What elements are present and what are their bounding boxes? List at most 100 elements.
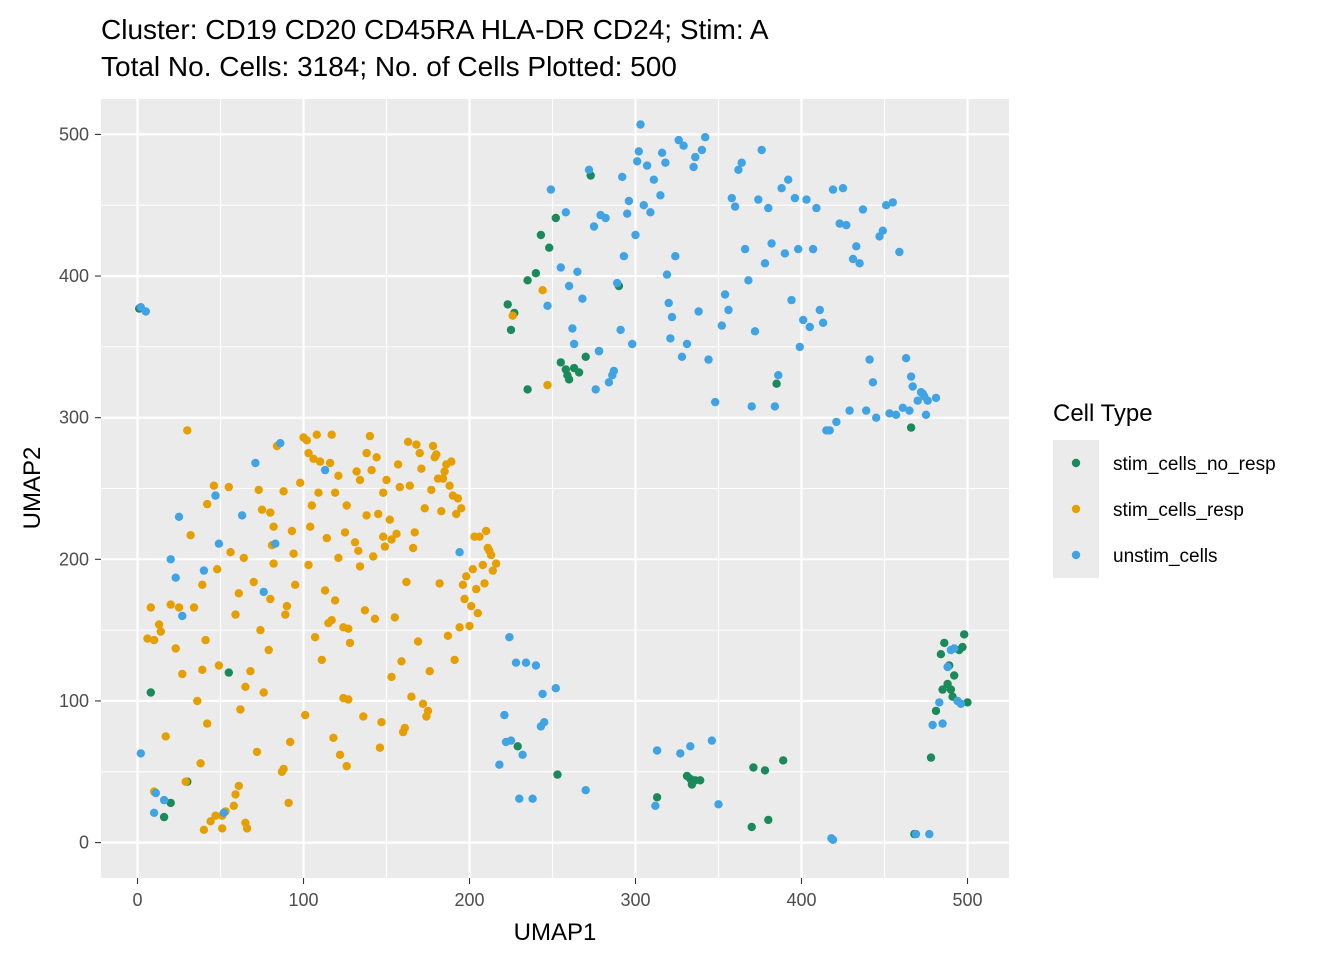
data-point	[511, 658, 521, 667]
legend: Cell Type stim_cells_no_resp stim_cells_r…	[1053, 400, 1276, 578]
data-point	[342, 761, 351, 771]
data-point	[639, 201, 648, 210]
data-point	[374, 509, 383, 519]
data-point	[578, 294, 587, 303]
data-point	[734, 165, 743, 174]
data-point	[679, 141, 688, 150]
data-point	[211, 491, 220, 500]
axis-ticks	[95, 133, 969, 884]
data-point	[794, 244, 803, 254]
data-point	[676, 749, 685, 758]
data-point	[491, 559, 501, 568]
data-point	[657, 148, 667, 157]
data-point	[198, 580, 207, 589]
data-point	[707, 736, 717, 745]
data-point	[159, 812, 169, 822]
data-point	[540, 718, 549, 727]
data-point	[269, 522, 278, 531]
data-point	[413, 637, 423, 646]
data-point	[166, 555, 175, 564]
data-point	[174, 603, 184, 612]
data-point	[787, 295, 796, 305]
data-point	[266, 508, 275, 517]
data-point	[452, 509, 461, 519]
data-point	[855, 259, 864, 268]
data-point	[661, 158, 670, 167]
data-point	[249, 577, 258, 587]
data-point	[624, 196, 634, 206]
data-point	[506, 325, 516, 335]
data-point	[181, 777, 190, 786]
data-point	[815, 305, 824, 315]
data-point	[925, 829, 934, 839]
data-point	[573, 267, 582, 276]
data-point	[468, 565, 477, 574]
data-point	[772, 379, 781, 388]
data-point	[664, 298, 673, 308]
data-point	[528, 794, 537, 803]
data-point	[397, 657, 406, 666]
data-point	[891, 410, 901, 419]
data-point	[677, 352, 687, 361]
data-point	[642, 161, 652, 170]
data-point	[521, 658, 531, 667]
data-point	[935, 698, 944, 707]
data-point	[239, 553, 248, 563]
data-point	[825, 426, 834, 435]
data-point	[515, 794, 524, 803]
y-tick-label: 0	[79, 833, 89, 853]
data-point	[178, 611, 187, 621]
data-point	[921, 410, 931, 419]
data-point	[214, 539, 224, 548]
data-point	[350, 538, 360, 547]
data-point	[166, 600, 175, 609]
data-point	[224, 482, 233, 492]
data-point	[472, 584, 481, 594]
legend-key	[1071, 550, 1081, 560]
data-point	[198, 665, 207, 674]
data-point	[154, 620, 164, 629]
data-point	[392, 529, 401, 538]
data-point	[301, 710, 310, 720]
data-point	[241, 682, 250, 691]
data-point	[159, 795, 169, 805]
data-point	[271, 539, 280, 548]
y-tick-labels: 0 100 200 300 400 500	[59, 124, 89, 852]
data-point	[569, 339, 579, 349]
data-point	[714, 800, 723, 809]
data-point	[385, 515, 394, 524]
data-point	[231, 610, 240, 619]
data-point	[186, 531, 195, 540]
data-point	[440, 467, 449, 476]
data-point	[259, 688, 268, 697]
data-point	[455, 548, 464, 557]
data-point	[652, 793, 662, 802]
data-point	[503, 300, 512, 309]
data-point	[727, 193, 736, 203]
data-point	[950, 644, 959, 653]
data-point	[730, 202, 740, 211]
data-point	[382, 475, 391, 485]
data-point	[457, 504, 466, 513]
data-point	[234, 589, 243, 598]
data-point	[304, 560, 313, 570]
data-point	[905, 406, 914, 415]
data-point	[701, 133, 710, 142]
x-tick-label: 400	[786, 890, 816, 910]
data-point	[432, 450, 441, 459]
data-point	[928, 720, 937, 730]
data-point	[835, 219, 844, 228]
data-point	[667, 312, 677, 322]
data-point	[760, 766, 770, 775]
data-point	[178, 669, 187, 679]
data-point	[345, 638, 355, 648]
data-point	[551, 684, 560, 693]
data-point	[545, 243, 554, 252]
data-point	[403, 437, 413, 446]
data-point	[156, 627, 165, 636]
data-point	[307, 501, 316, 510]
data-point	[330, 596, 340, 605]
y-tick-label: 200	[59, 549, 89, 569]
data-point	[938, 685, 947, 694]
data-point	[193, 696, 202, 706]
